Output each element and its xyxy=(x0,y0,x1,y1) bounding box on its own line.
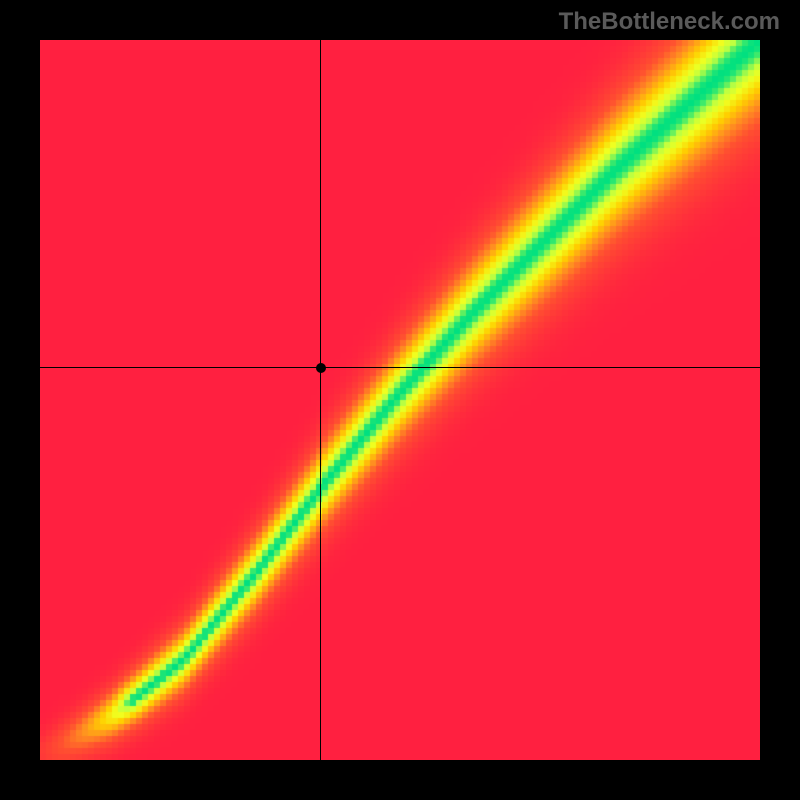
crosshair-marker xyxy=(316,363,326,373)
crosshair-vertical xyxy=(320,40,321,760)
crosshair-horizontal xyxy=(40,367,760,368)
chart-container: TheBottleneck.com xyxy=(0,0,800,800)
plot-area xyxy=(40,40,760,760)
heatmap-canvas xyxy=(40,40,760,760)
watermark-text: TheBottleneck.com xyxy=(559,8,780,36)
